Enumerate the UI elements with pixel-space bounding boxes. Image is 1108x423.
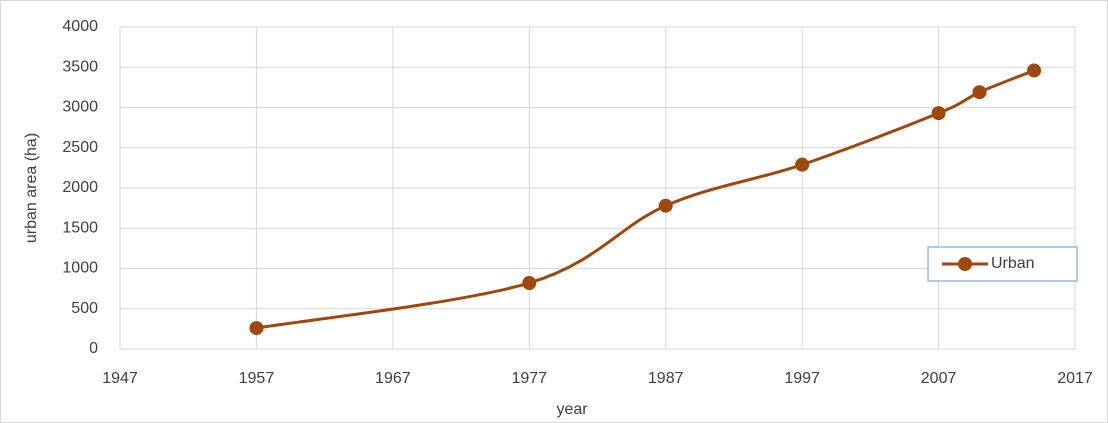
x-axis-label: year (556, 401, 588, 418)
y-tick-label: 4000 (62, 18, 98, 35)
data-point (249, 321, 264, 336)
data-point (1027, 63, 1042, 78)
legend-label: Urban (991, 255, 1035, 272)
data-point (795, 157, 810, 172)
x-tick-label: 1987 (648, 370, 684, 387)
data-point (522, 275, 537, 290)
y-tick-label: 1500 (62, 219, 98, 236)
legend-box (927, 246, 1078, 282)
x-tick-label: 2017 (1057, 370, 1093, 387)
data-point (972, 85, 987, 100)
y-tick-label: 500 (71, 300, 98, 317)
y-tick-label: 1000 (62, 260, 98, 277)
x-tick-label: 1977 (511, 370, 547, 387)
x-tick-label: 2007 (921, 370, 957, 387)
y-tick-label: 3000 (62, 99, 98, 116)
legend-marker (958, 257, 972, 271)
y-tick-label: 2000 (62, 179, 98, 196)
x-tick-label: 1997 (784, 370, 820, 387)
y-tick-label: 2500 (62, 139, 98, 156)
x-tick-label: 1957 (239, 370, 275, 387)
x-tick-label: 1967 (375, 370, 411, 387)
y-tick-label: 3500 (62, 58, 98, 75)
series-line (256, 69, 1035, 330)
y-tick-label: 0 (89, 340, 98, 357)
data-point (658, 198, 673, 213)
y-axis-label: urban area (ha) (23, 133, 40, 243)
x-tick-label: 1947 (102, 370, 138, 387)
data-point (931, 106, 946, 121)
